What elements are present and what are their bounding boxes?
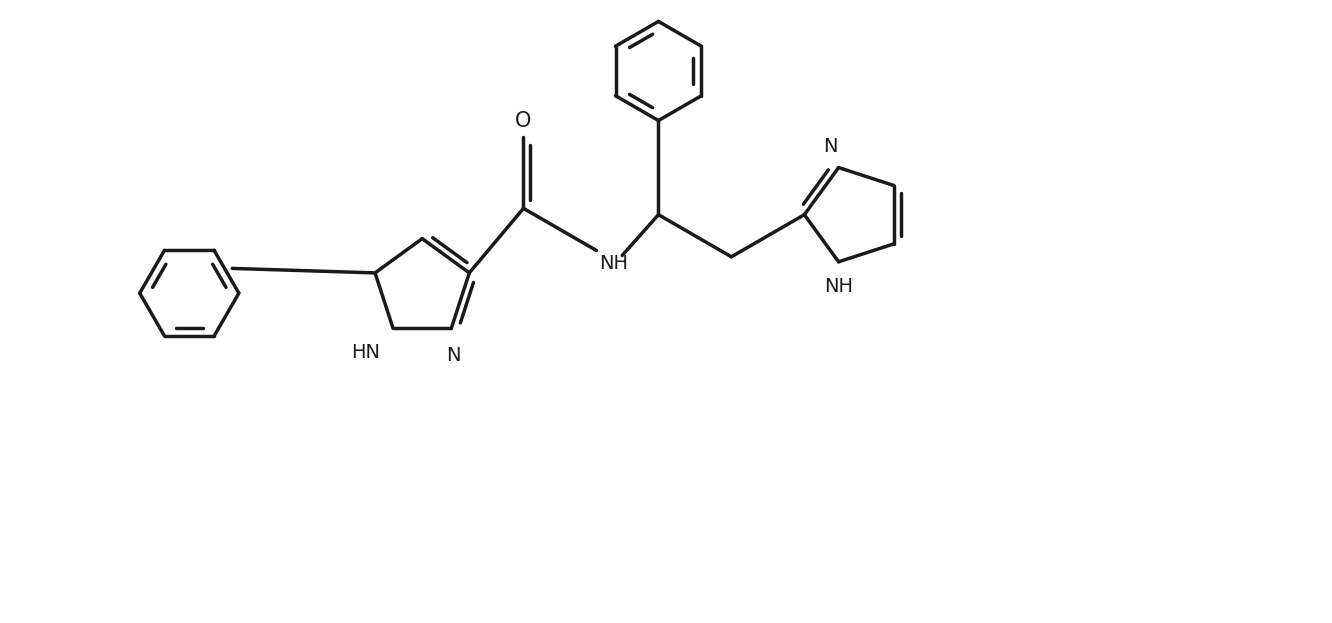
Text: N: N [446,346,461,365]
Text: NH: NH [599,254,629,273]
Text: HN: HN [352,343,380,362]
Text: O: O [515,111,531,131]
Text: NH: NH [825,277,852,296]
Text: N: N [823,136,838,156]
